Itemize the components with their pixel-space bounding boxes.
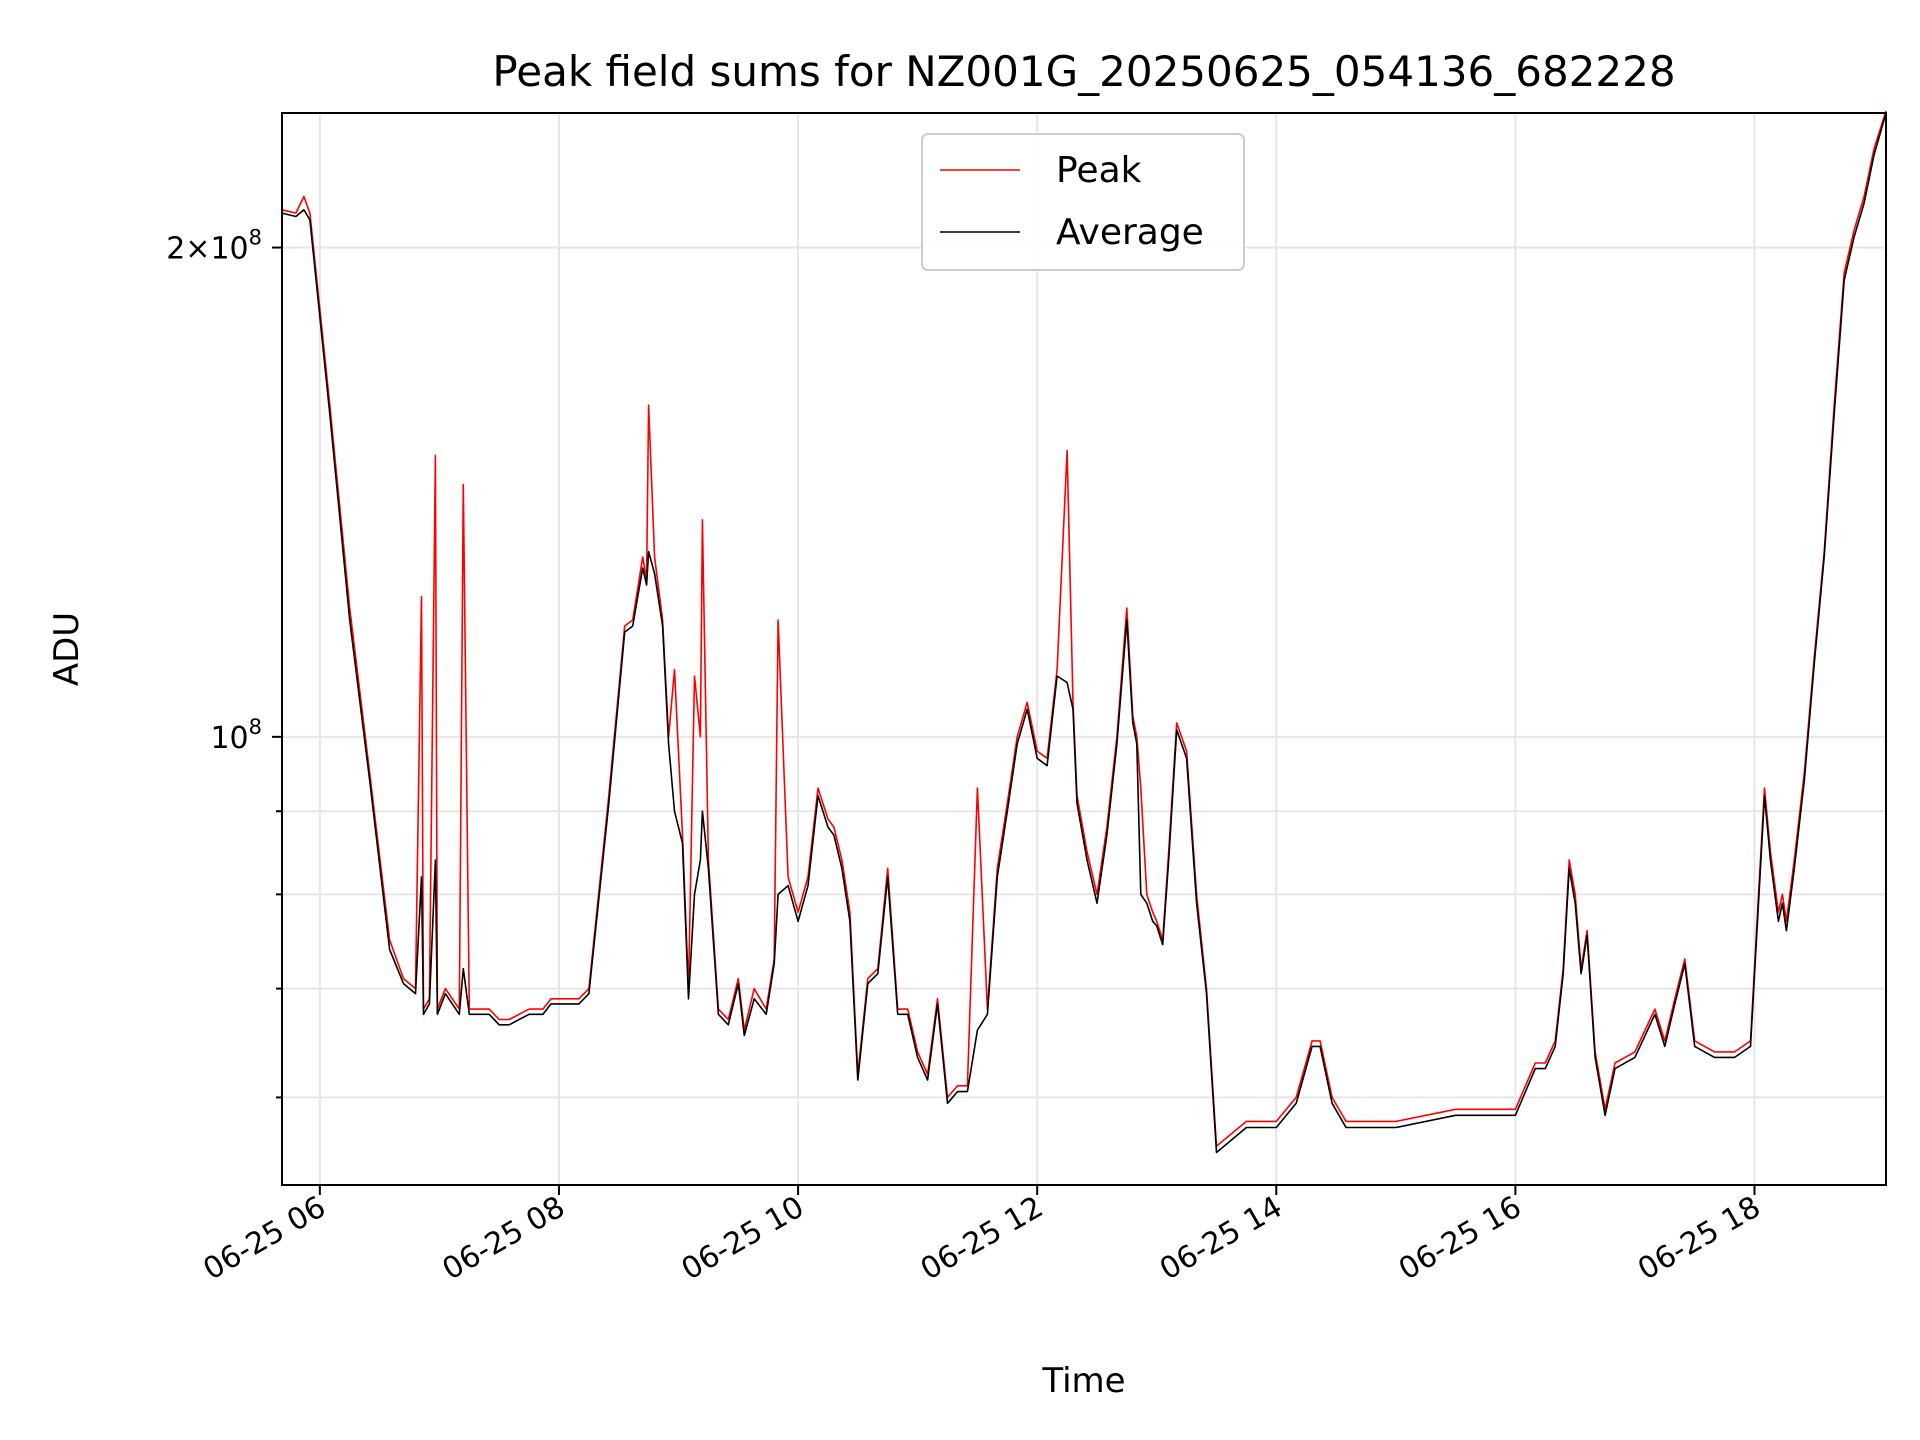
y-axis: 108 2×108 [166,226,282,1099]
series-layer [281,110,1887,1154]
legend-box [921,133,1245,271]
legend-label-average: Average [1056,212,1204,253]
y-tick-label: 2×108 [166,226,262,267]
grid [282,113,1886,1185]
plot-frame [281,112,1887,1186]
legend: Peak Average [921,133,1245,271]
series-line-average [281,112,1887,1154]
x-axis-label: Time [1041,1361,1125,1401]
series-line-peak [281,110,1887,1147]
chart-title: Peak field sums for NZ001G_20250625_0541… [492,47,1675,96]
legend-label-peak: Peak [1056,150,1142,191]
y-tick-label: 108 [210,715,262,756]
y-axis-label: ADU [47,612,87,686]
